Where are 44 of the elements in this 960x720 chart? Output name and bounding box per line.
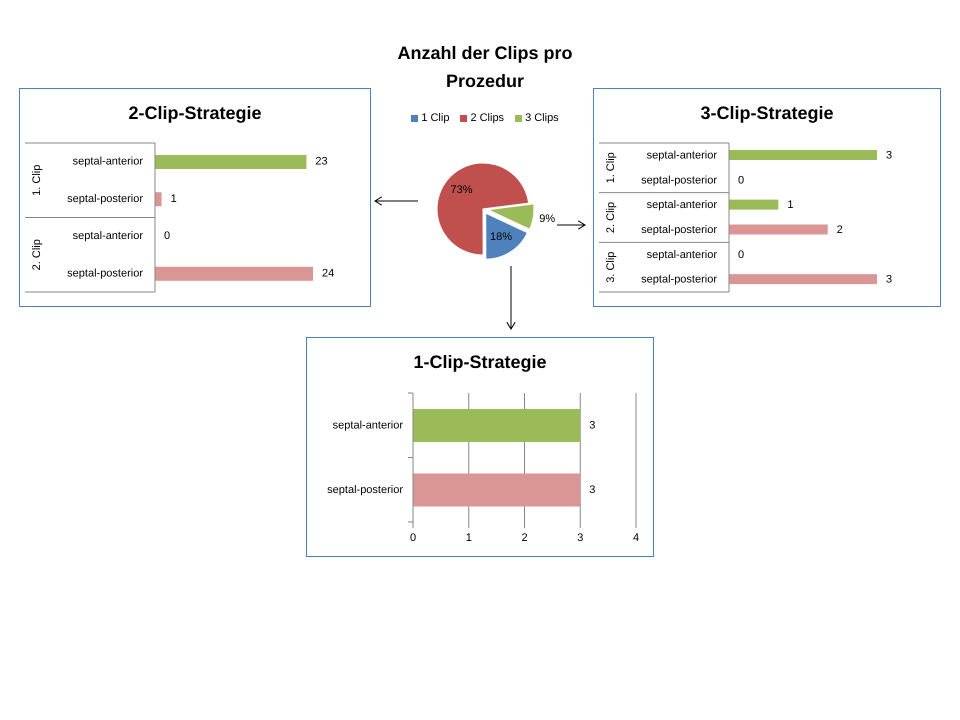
data-label: 18% bbox=[490, 231, 512, 244]
data-label: 3 bbox=[589, 419, 596, 432]
chart-title: 2-Clip-Strategie bbox=[128, 103, 262, 123]
data-label: 2 bbox=[836, 224, 843, 236]
text: 3. Clip bbox=[605, 252, 617, 283]
text: 2. Clip bbox=[605, 202, 617, 234]
data-label: 1 bbox=[170, 192, 177, 205]
chart-title: Anzahl der Clips pro Prozedur bbox=[397, 43, 573, 91]
text: 2. Clip bbox=[31, 239, 43, 270]
data-label: 0 bbox=[164, 230, 170, 242]
x-tick-label: 0 bbox=[410, 532, 416, 544]
x-tick-label: 3 bbox=[577, 532, 584, 544]
data-label: 23 bbox=[315, 156, 328, 168]
y-tick-label: septal-anterior bbox=[72, 230, 144, 242]
y-tick-label: septal-anterior bbox=[72, 156, 144, 168]
y-tick-label: septal-posterior bbox=[327, 484, 404, 496]
chart-title: 3-Clip-Strategie bbox=[700, 103, 834, 123]
data-label: 0 bbox=[738, 174, 744, 186]
x-tick-label: 2 bbox=[521, 532, 528, 544]
y-tick-label: septal-posterior bbox=[641, 224, 718, 236]
legend-label: 1 Clip bbox=[421, 112, 450, 125]
y-tick-label: septal-posterior bbox=[641, 174, 718, 186]
y-tick-label: septal-anterior bbox=[332, 419, 404, 432]
text: 1. Clip bbox=[31, 164, 43, 196]
data-label: 73% bbox=[450, 184, 473, 196]
y-tick-label: septal-anterior bbox=[646, 199, 718, 212]
data-label: 24 bbox=[322, 267, 334, 280]
chart-title: 1-Clip-Strategie bbox=[413, 352, 547, 372]
data-label: 1 bbox=[787, 199, 794, 212]
legend-label: 2 Clips bbox=[470, 112, 504, 125]
y-tick-label: septal-posterior bbox=[641, 274, 718, 286]
legend-label: 3 Clips bbox=[525, 112, 559, 125]
text: 1. Clip bbox=[605, 152, 617, 184]
x-tick-label: 1 bbox=[466, 532, 472, 544]
y-tick-label: septal-posterior bbox=[67, 192, 144, 205]
y-tick-label: septal-anterior bbox=[646, 248, 718, 261]
data-label: 3 bbox=[886, 149, 892, 162]
x-tick-label: 4 bbox=[632, 532, 640, 544]
data-label: 9% bbox=[539, 212, 556, 225]
data-label: 3 bbox=[886, 274, 892, 286]
data-label: 3 bbox=[589, 484, 596, 496]
y-tick-label: septal-posterior bbox=[67, 267, 144, 280]
y-tick-label: septal-anterior bbox=[646, 149, 718, 162]
data-label: 0 bbox=[738, 248, 744, 261]
